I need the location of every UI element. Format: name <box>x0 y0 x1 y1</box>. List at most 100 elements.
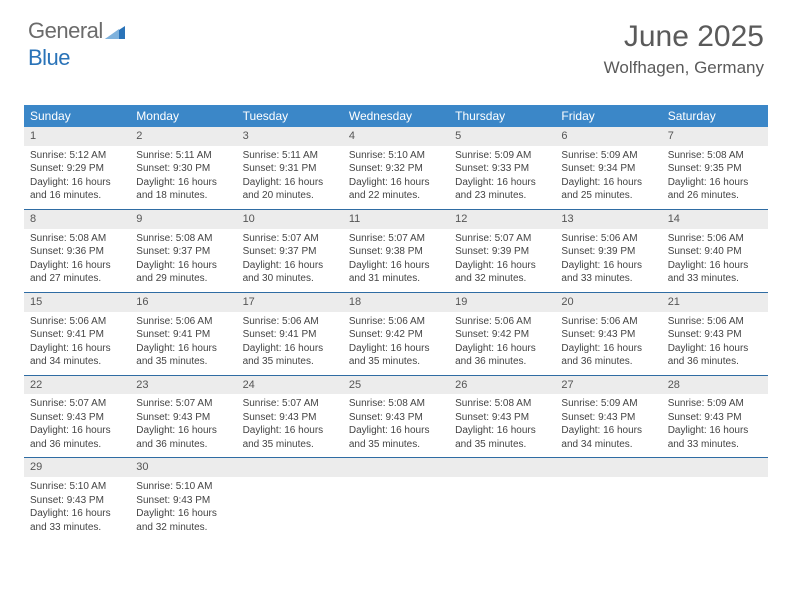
day-details: Sunrise: 5:07 AMSunset: 9:39 PMDaylight:… <box>449 232 555 286</box>
day-number: 20 <box>555 293 661 312</box>
logo-triangle-icon <box>105 19 125 45</box>
day-header-thursday: Thursday <box>449 105 555 127</box>
calendar-cell-empty <box>555 458 661 540</box>
day-details: Sunrise: 5:08 AMSunset: 9:43 PMDaylight:… <box>343 397 449 451</box>
week-row: 29 Sunrise: 5:10 AMSunset: 9:43 PMDayligh… <box>24 458 768 540</box>
calendar-cell: 17 Sunrise: 5:06 AMSunset: 9:41 PMDayligh… <box>237 293 343 375</box>
calendar-cell: 19 Sunrise: 5:06 AMSunset: 9:42 PMDayligh… <box>449 293 555 375</box>
day-header-tuesday: Tuesday <box>237 105 343 127</box>
week-row: 1 Sunrise: 5:12 AMSunset: 9:29 PMDaylight… <box>24 127 768 210</box>
day-number-bar <box>662 458 768 477</box>
calendar-cell: 27Sunrise: 5:09 AMSunset: 9:43 PMDayligh… <box>555 376 661 458</box>
day-details: Sunrise: 5:06 AMSunset: 9:42 PMDaylight:… <box>343 315 449 369</box>
calendar-cell: 26 Sunrise: 5:08 AMSunset: 9:43 PMDayligh… <box>449 376 555 458</box>
calendar-cell-empty <box>343 458 449 540</box>
calendar-cell: 22Sunrise: 5:07 AMSunset: 9:43 PMDayligh… <box>24 376 130 458</box>
day-number: 24 <box>237 376 343 395</box>
day-details: Sunrise: 5:06 AMSunset: 9:41 PMDaylight:… <box>130 315 236 369</box>
day-number: 2 <box>130 127 236 146</box>
calendar-cell: 30Sunrise: 5:10 AMSunset: 9:43 PMDayligh… <box>130 458 236 540</box>
day-number: 26 <box>449 376 555 395</box>
logo: General Blue <box>28 18 125 71</box>
calendar-cell: 1 Sunrise: 5:12 AMSunset: 9:29 PMDaylight… <box>24 127 130 209</box>
day-number: 14 <box>662 210 768 229</box>
day-details: Sunrise: 5:06 AMSunset: 9:42 PMDaylight:… <box>449 315 555 369</box>
day-header-row: SundayMondayTuesdayWednesdayThursdayFrid… <box>24 105 768 127</box>
week-row: 8 Sunrise: 5:08 AMSunset: 9:36 PMDaylight… <box>24 210 768 293</box>
day-details: Sunrise: 5:06 AMSunset: 9:39 PMDaylight:… <box>555 232 661 286</box>
calendar-cell: 24 Sunrise: 5:07 AMSunset: 9:43 PMDayligh… <box>237 376 343 458</box>
day-number: 8 <box>24 210 130 229</box>
day-header-saturday: Saturday <box>662 105 768 127</box>
day-number: 13 <box>555 210 661 229</box>
calendar-cell: 23Sunrise: 5:07 AMSunset: 9:43 PMDayligh… <box>130 376 236 458</box>
day-header-sunday: Sunday <box>24 105 130 127</box>
day-details: Sunrise: 5:06 AMSunset: 9:41 PMDaylight:… <box>237 315 343 369</box>
day-number: 12 <box>449 210 555 229</box>
day-details: Sunrise: 5:09 AMSunset: 9:43 PMDaylight:… <box>662 397 768 451</box>
day-details: Sunrise: 5:07 AMSunset: 9:43 PMDaylight:… <box>130 397 236 451</box>
day-details: Sunrise: 5:09 AMSunset: 9:34 PMDaylight:… <box>555 149 661 203</box>
calendar-cell: 14Sunrise: 5:06 AMSunset: 9:40 PMDayligh… <box>662 210 768 292</box>
calendar-cell: 4 Sunrise: 5:10 AMSunset: 9:32 PMDaylight… <box>343 127 449 209</box>
week-row: 15Sunrise: 5:06 AMSunset: 9:41 PMDayligh… <box>24 293 768 376</box>
calendar-cell: 7 Sunrise: 5:08 AMSunset: 9:35 PMDaylight… <box>662 127 768 209</box>
calendar-cell: 11 Sunrise: 5:07 AMSunset: 9:38 PMDayligh… <box>343 210 449 292</box>
day-details: Sunrise: 5:06 AMSunset: 9:43 PMDaylight:… <box>555 315 661 369</box>
day-number: 17 <box>237 293 343 312</box>
day-details: Sunrise: 5:12 AMSunset: 9:29 PMDaylight:… <box>24 149 130 203</box>
day-number: 11 <box>343 210 449 229</box>
day-details: Sunrise: 5:11 AMSunset: 9:31 PMDaylight:… <box>237 149 343 203</box>
calendar-cell-empty <box>237 458 343 540</box>
day-number: 21 <box>662 293 768 312</box>
calendar-cell: 21 Sunrise: 5:06 AMSunset: 9:43 PMDayligh… <box>662 293 768 375</box>
day-details: Sunrise: 5:08 AMSunset: 9:36 PMDaylight:… <box>24 232 130 286</box>
calendar-cell: 3 Sunrise: 5:11 AMSunset: 9:31 PMDaylight… <box>237 127 343 209</box>
calendar-cell: 2 Sunrise: 5:11 AMSunset: 9:30 PMDaylight… <box>130 127 236 209</box>
day-number: 19 <box>449 293 555 312</box>
day-details: Sunrise: 5:08 AMSunset: 9:37 PMDaylight:… <box>130 232 236 286</box>
calendar-grid: SundayMondayTuesdayWednesdayThursdayFrid… <box>24 105 768 540</box>
day-details: Sunrise: 5:10 AMSunset: 9:43 PMDaylight:… <box>24 480 130 534</box>
day-header-wednesday: Wednesday <box>343 105 449 127</box>
calendar-cell: 12 Sunrise: 5:07 AMSunset: 9:39 PMDayligh… <box>449 210 555 292</box>
calendar-cell-empty <box>449 458 555 540</box>
calendar-cell: 15Sunrise: 5:06 AMSunset: 9:41 PMDayligh… <box>24 293 130 375</box>
day-details: Sunrise: 5:06 AMSunset: 9:43 PMDaylight:… <box>662 315 768 369</box>
day-details: Sunrise: 5:09 AMSunset: 9:33 PMDaylight:… <box>449 149 555 203</box>
calendar-cell: 13 Sunrise: 5:06 AMSunset: 9:39 PMDayligh… <box>555 210 661 292</box>
day-details: Sunrise: 5:11 AMSunset: 9:30 PMDaylight:… <box>130 149 236 203</box>
day-number-bar <box>343 458 449 477</box>
day-header-monday: Monday <box>130 105 236 127</box>
day-header-friday: Friday <box>555 105 661 127</box>
day-number: 27 <box>555 376 661 395</box>
calendar-cell: 25 Sunrise: 5:08 AMSunset: 9:43 PMDayligh… <box>343 376 449 458</box>
day-number: 1 <box>24 127 130 146</box>
day-details: Sunrise: 5:07 AMSunset: 9:43 PMDaylight:… <box>24 397 130 451</box>
day-number: 7 <box>662 127 768 146</box>
day-number-bar <box>237 458 343 477</box>
calendar-cell: 20 Sunrise: 5:06 AMSunset: 9:43 PMDayligh… <box>555 293 661 375</box>
header-right: June 2025 Wolfhagen, Germany <box>604 20 764 78</box>
day-number: 16 <box>130 293 236 312</box>
calendar-cell: 28 Sunrise: 5:09 AMSunset: 9:43 PMDayligh… <box>662 376 768 458</box>
day-details: Sunrise: 5:08 AMSunset: 9:35 PMDaylight:… <box>662 149 768 203</box>
calendar-cell: 8 Sunrise: 5:08 AMSunset: 9:36 PMDaylight… <box>24 210 130 292</box>
day-number: 10 <box>237 210 343 229</box>
day-number: 25 <box>343 376 449 395</box>
day-number: 30 <box>130 458 236 477</box>
calendar-cell: 16 Sunrise: 5:06 AMSunset: 9:41 PMDayligh… <box>130 293 236 375</box>
calendar-cell: 10Sunrise: 5:07 AMSunset: 9:37 PMDayligh… <box>237 210 343 292</box>
calendar-cell: 6Sunrise: 5:09 AMSunset: 9:34 PMDaylight… <box>555 127 661 209</box>
day-details: Sunrise: 5:10 AMSunset: 9:32 PMDaylight:… <box>343 149 449 203</box>
day-number: 4 <box>343 127 449 146</box>
day-details: Sunrise: 5:07 AMSunset: 9:38 PMDaylight:… <box>343 232 449 286</box>
day-number: 28 <box>662 376 768 395</box>
day-details: Sunrise: 5:06 AMSunset: 9:41 PMDaylight:… <box>24 315 130 369</box>
day-number: 29 <box>24 458 130 477</box>
day-details: Sunrise: 5:08 AMSunset: 9:43 PMDaylight:… <box>449 397 555 451</box>
day-number-bar <box>555 458 661 477</box>
day-details: Sunrise: 5:07 AMSunset: 9:43 PMDaylight:… <box>237 397 343 451</box>
day-number: 3 <box>237 127 343 146</box>
day-number: 5 <box>449 127 555 146</box>
